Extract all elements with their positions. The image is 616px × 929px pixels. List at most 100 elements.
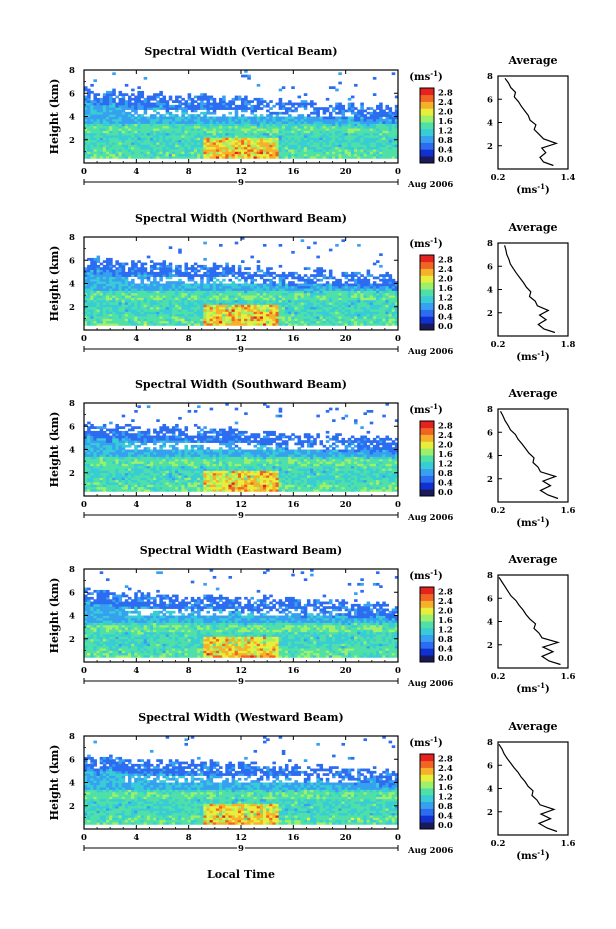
heatmap-cell	[319, 156, 324, 159]
heatmap-cell	[121, 156, 126, 159]
heatmap-cell	[228, 283, 232, 287]
heatmap-cell	[87, 311, 91, 315]
heatmap-cell	[259, 313, 264, 317]
heatmap-cell	[335, 139, 339, 143]
heatmap-cell	[115, 118, 119, 122]
heatmap-cell	[84, 109, 88, 113]
heatmap-cell	[303, 295, 308, 298]
heatmap-cell	[382, 130, 386, 134]
heatmap-cell	[338, 149, 342, 152]
heatmap-cell	[171, 292, 176, 296]
heatmap-cell	[350, 125, 355, 129]
heatmap-cell	[203, 135, 207, 138]
heatmap-cell	[159, 125, 163, 129]
heatmap-cell	[178, 144, 182, 148]
heatmap-cell	[379, 109, 383, 113]
heatmap-cell	[225, 135, 229, 138]
heatmap-cell	[90, 102, 94, 106]
heatmap-cell	[237, 278, 242, 282]
heatmap-cell	[328, 323, 333, 326]
heatmap-cell	[325, 123, 330, 127]
heatmap-cell	[87, 288, 91, 291]
heatmap-cell	[84, 430, 88, 434]
heatmap-cell	[140, 274, 145, 277]
heatmap-cell	[159, 102, 163, 106]
heatmap-cell	[203, 121, 207, 124]
heatmap-cell	[357, 144, 361, 148]
heatmap-cell	[165, 285, 170, 289]
heatmap-cell	[131, 299, 135, 303]
heatmap-cell	[341, 130, 346, 134]
heatmap-cell	[259, 288, 264, 291]
heatmap-cell	[306, 304, 311, 308]
heatmap-cell	[105, 95, 110, 99]
heatmap-cell	[96, 255, 101, 259]
heatmap-cell	[382, 125, 386, 129]
heatmap-cell	[102, 281, 107, 284]
heatmap-cell	[322, 311, 327, 315]
heatmap-cell	[143, 311, 148, 315]
heatmap-cell	[250, 139, 254, 143]
heatmap-cell	[215, 292, 220, 296]
heatmap-cell	[87, 123, 91, 127]
heatmap-cell	[256, 297, 261, 301]
heatmap-cell	[228, 313, 232, 317]
heatmap-cell	[219, 316, 223, 319]
heatmap-cell	[84, 128, 88, 131]
heatmap-cell	[328, 144, 333, 148]
heatmap-cell	[121, 297, 126, 301]
heatmap-cell	[197, 132, 201, 136]
heatmap-cell	[278, 149, 283, 152]
average-x-tick-label: 0.2	[491, 173, 506, 183]
heatmap-cell	[93, 283, 97, 287]
heatmap-cell	[105, 299, 110, 303]
heatmap-cell	[124, 153, 129, 157]
heatmap-cell	[159, 262, 163, 266]
heatmap-cell	[322, 156, 327, 159]
heatmap-cell	[244, 156, 248, 159]
heatmap-cell	[105, 90, 110, 94]
heatmap-cell	[165, 274, 170, 277]
heatmap-cell	[237, 139, 242, 143]
heatmap-cell	[187, 139, 192, 143]
heatmap-cell	[168, 283, 173, 287]
heatmap-cell	[203, 128, 207, 131]
heatmap-cell	[187, 311, 192, 315]
heatmap-cell	[168, 309, 173, 312]
heatmap-cell	[259, 306, 264, 310]
heatmap-cell	[200, 107, 204, 110]
heatmap-cell	[137, 151, 141, 155]
heatmap-cell	[87, 292, 91, 296]
heatmap-cell	[344, 139, 349, 143]
heatmap-cell	[162, 283, 167, 287]
heatmap-cell	[165, 146, 170, 150]
heatmap-cell	[153, 146, 157, 150]
heatmap-cell	[153, 292, 157, 296]
heatmap-cell	[316, 285, 320, 289]
heatmap-cell	[247, 276, 251, 280]
heatmap-cell	[87, 156, 91, 159]
heatmap-cell	[294, 121, 298, 124]
heatmap-cell	[143, 116, 148, 120]
heatmap-cell	[159, 100, 163, 103]
heatmap-cell	[200, 281, 204, 284]
heatmap-cell	[300, 137, 305, 141]
heatmap-cell	[244, 123, 248, 127]
heatmap-cell	[382, 288, 386, 291]
heatmap-cell	[127, 290, 132, 294]
colorbar-swatch	[420, 275, 434, 283]
heatmap-cell	[118, 102, 123, 106]
heatmap-cell	[241, 146, 245, 150]
heatmap-cell	[175, 316, 179, 319]
heatmap-cell	[234, 135, 239, 138]
heatmap-cell	[219, 288, 223, 291]
heatmap-cell	[281, 146, 286, 150]
heatmap-cell	[203, 306, 207, 310]
x-tick-label: 16	[287, 334, 299, 344]
heatmap-cell	[99, 142, 104, 145]
heatmap-cell	[137, 144, 141, 148]
heatmap-cell	[234, 241, 239, 245]
heatmap-cell	[127, 299, 132, 303]
heatmap-cell	[109, 288, 113, 291]
heatmap-cell	[187, 267, 192, 270]
